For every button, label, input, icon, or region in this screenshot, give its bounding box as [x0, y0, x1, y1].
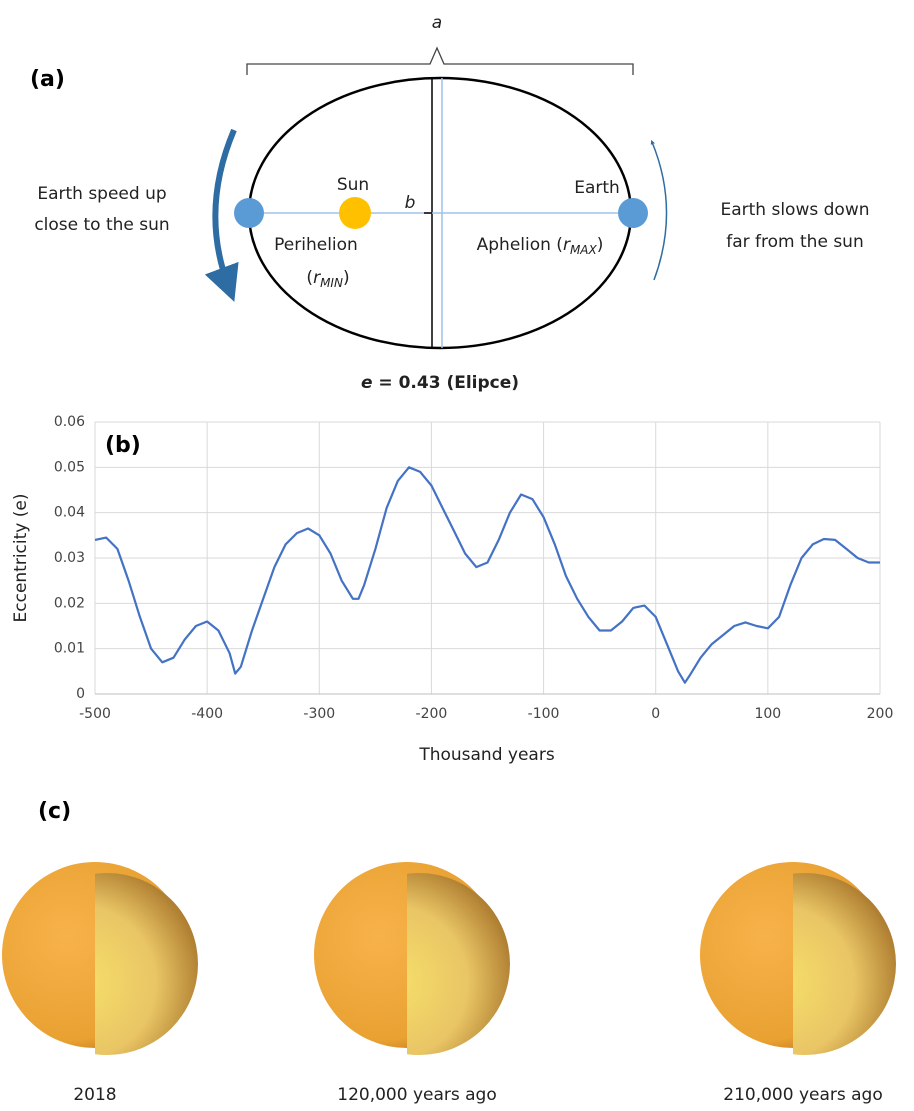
- y-tick-label: 0.01: [54, 641, 85, 657]
- speed-up-arrow: [215, 130, 234, 285]
- paren: (: [306, 268, 313, 288]
- figure: (a) a Sun b Earth Perihelion (rMIN) Aphe…: [0, 0, 914, 1111]
- panel-label: (b): [105, 433, 141, 458]
- y-tick-label: 0.06: [54, 414, 85, 430]
- x-tick-label: -100: [528, 706, 560, 722]
- image-caption: 210,000 years ago: [723, 1085, 883, 1105]
- earth-label: Earth: [574, 178, 620, 198]
- y-tick-label: 0.02: [54, 595, 85, 611]
- y-axis-title: Eccentricity (e): [11, 494, 31, 623]
- perihelion-symbol: (rMIN): [306, 268, 349, 290]
- image-caption: 120,000 years ago: [337, 1085, 497, 1105]
- y-tick-label: 0.03: [54, 550, 85, 566]
- paren: ): [343, 268, 350, 288]
- text: Aphelion (: [477, 235, 563, 255]
- x-tick-label: 100: [754, 706, 781, 722]
- subscript: MIN: [320, 276, 343, 290]
- subscript: MAX: [570, 243, 598, 257]
- perihelion-label: Perihelion: [274, 235, 358, 255]
- text: = 0.43 (Elipce): [373, 373, 520, 393]
- x-tick-label: -200: [416, 706, 448, 722]
- earth-aphelion: [618, 198, 648, 228]
- brace: [247, 48, 633, 75]
- y-tick-label: 0: [76, 686, 85, 702]
- left-note: Earth speed up: [37, 184, 166, 204]
- earth-perihelion: [234, 198, 264, 228]
- axis-a-label: a: [432, 13, 442, 33]
- left-note: close to the sun: [34, 215, 169, 235]
- y-tick-label: 0.04: [54, 505, 85, 521]
- sun-image: [700, 862, 896, 1055]
- eccentricity-label: e = 0.43 (Elipce): [361, 373, 519, 393]
- x-axis-title: Thousand years: [418, 745, 555, 765]
- sun-label: Sun: [337, 175, 369, 195]
- x-tick-label: 0: [651, 706, 660, 722]
- slow-down-arrow: [652, 142, 667, 280]
- sun-image: [2, 862, 198, 1055]
- paren: ): [597, 235, 604, 255]
- x-tick-label: 200: [867, 706, 894, 722]
- panel-label: (a): [30, 67, 65, 92]
- x-tick-label: -500: [79, 706, 111, 722]
- sun: [339, 197, 371, 229]
- image-caption: 2018: [73, 1085, 116, 1105]
- data-line: [95, 467, 880, 682]
- symbol: e: [361, 373, 373, 393]
- axis-b-label: b: [405, 193, 416, 213]
- right-note: Earth slows down: [720, 200, 869, 220]
- right-note: far from the sun: [726, 232, 863, 252]
- x-tick-label: -300: [303, 706, 335, 722]
- y-tick-label: 0.05: [54, 459, 85, 475]
- sun-image: [314, 862, 510, 1055]
- x-tick-label: -400: [191, 706, 223, 722]
- aphelion-label: Aphelion (rMAX): [477, 235, 604, 257]
- panel-label: (c): [38, 799, 71, 824]
